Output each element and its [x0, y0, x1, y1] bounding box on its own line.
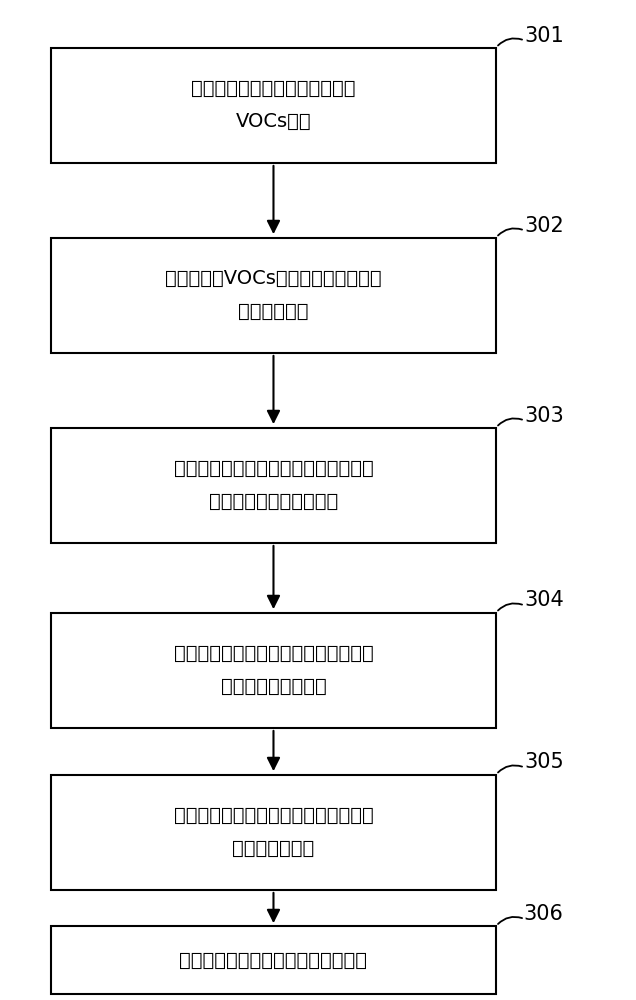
Bar [51, 237, 496, 353]
Text: 得到第一气体: 得到第一气体 [238, 302, 308, 321]
Text: 体聚合为大分子物质: 体聚合为大分子物质 [221, 677, 326, 696]
Bar [51, 774, 496, 890]
Text: 对大分子物质进行固液分离，得到液体: 对大分子物质进行固液分离，得到液体 [174, 806, 373, 825]
Text: 得到光解后的小分子气体: 得到光解后的小分子气体 [209, 492, 338, 511]
Text: 304: 304 [524, 590, 563, 610]
Bar [51, 926, 496, 994]
Text: 在紫外光条件下对第一气体进行光解，: 在紫外光条件下对第一气体进行光解， [174, 459, 373, 478]
Text: 对待处理的VOCs气体进行压缩处理，: 对待处理的VOCs气体进行压缩处理， [165, 269, 382, 288]
Text: 在微波和催化剂的作用下，将小分子气: 在微波和催化剂的作用下，将小分子气 [174, 644, 373, 663]
Text: 301: 301 [524, 25, 563, 45]
Bar [51, 612, 496, 728]
Text: VOCs气体: VOCs气体 [236, 112, 311, 131]
Bar [51, 47, 496, 162]
Text: 分别对液体物质和固态分子进行回收: 分别对液体物质和固态分子进行回收 [179, 950, 368, 970]
Text: 305: 305 [524, 752, 563, 772]
Text: 物质和固态分子: 物质和固态分子 [232, 839, 315, 858]
Text: 303: 303 [524, 406, 563, 426]
Text: 302: 302 [524, 216, 563, 235]
Bar [51, 428, 496, 542]
Text: 306: 306 [524, 904, 563, 924]
Text: 获取第一预设条件下的待处理的: 获取第一预设条件下的待处理的 [191, 79, 356, 98]
